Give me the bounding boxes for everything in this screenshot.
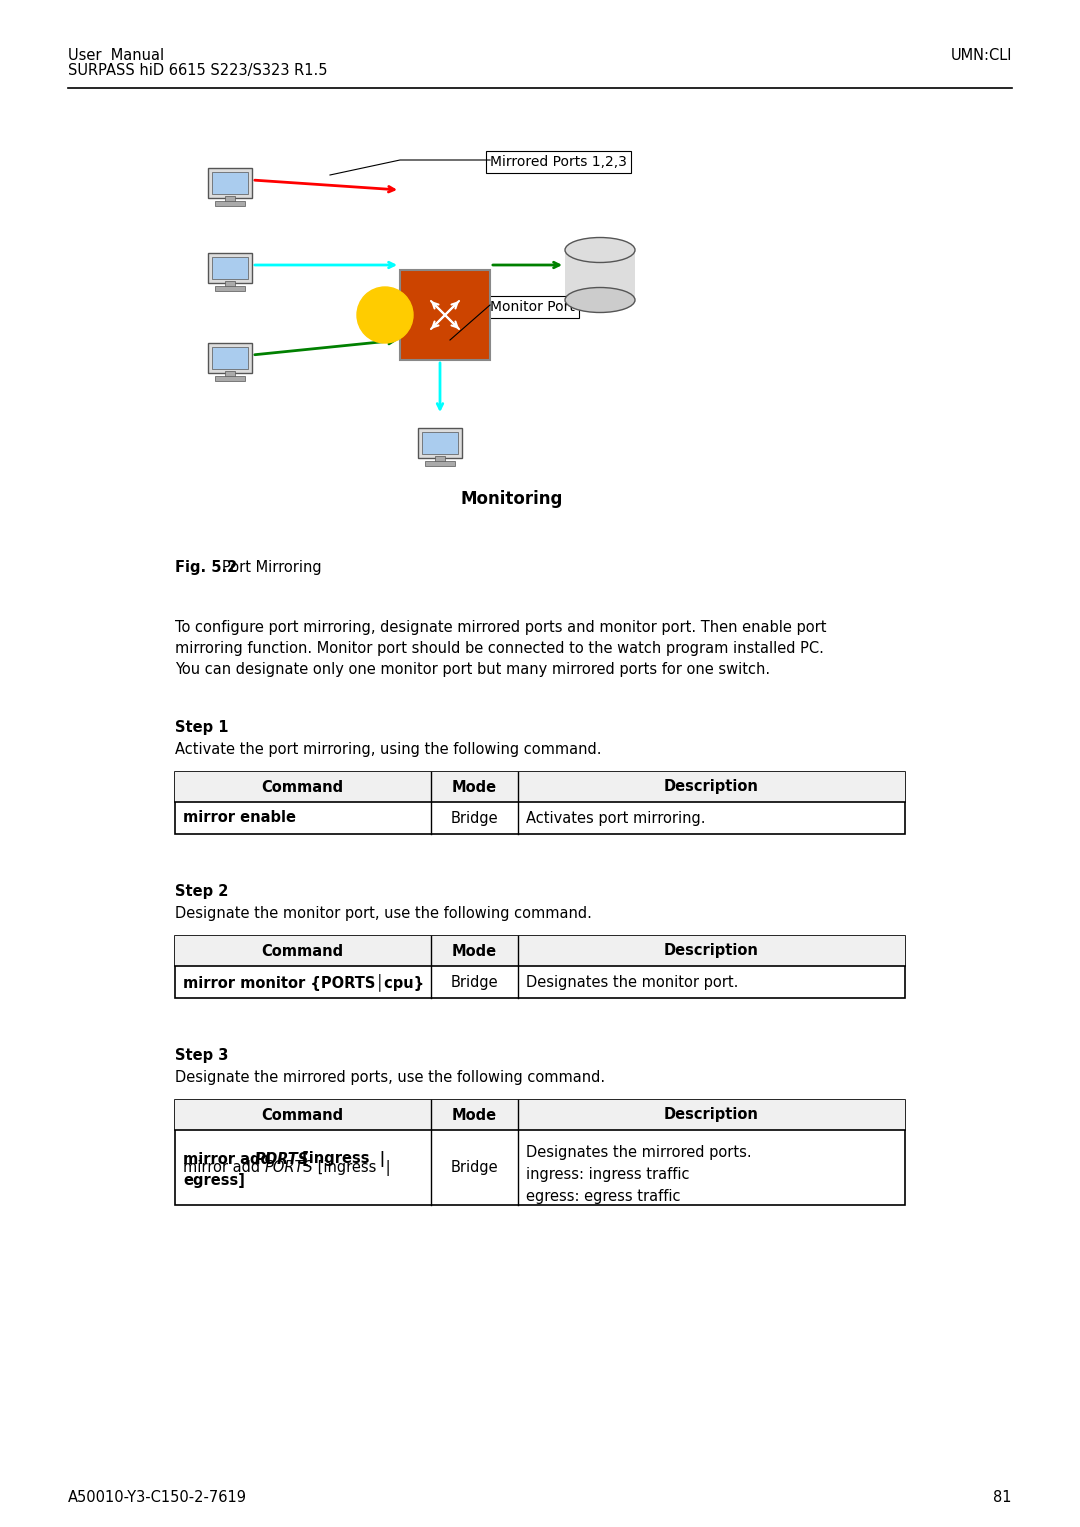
Text: UMN:CLI: UMN:CLI (950, 47, 1012, 63)
Bar (212, 173, 248, 194)
Text: Activate the port mirroring, using the following command.: Activate the port mirroring, using the f… (175, 742, 602, 757)
Text: Monitoring: Monitoring (460, 490, 563, 508)
Bar (175, 773, 905, 834)
Text: Designates the mirrored ports.
ingress: ingress traffic
egress: egress traffic: Designates the mirrored ports. ingress: … (526, 1145, 752, 1205)
Bar (175, 936, 905, 967)
Text: Mirrored Ports 1,2,3: Mirrored Ports 1,2,3 (490, 156, 626, 169)
Text: mirror add: mirror add (183, 1151, 276, 1167)
Text: Mode: Mode (451, 944, 497, 959)
Bar (175, 1099, 905, 1130)
Ellipse shape (565, 238, 635, 263)
Text: Mode: Mode (451, 779, 497, 794)
Text: Step 1: Step 1 (175, 721, 229, 734)
Text: A50010-Y3-C150-2-7619: A50010-Y3-C150-2-7619 (68, 1490, 247, 1506)
Bar (426, 461, 455, 466)
Ellipse shape (565, 287, 635, 313)
Text: mirror add: mirror add (183, 1161, 265, 1174)
Bar (215, 286, 245, 292)
Bar (422, 432, 458, 454)
Bar (435, 457, 445, 463)
Text: [ingress  |: [ingress | (313, 1159, 391, 1176)
Bar (225, 195, 235, 202)
Bar (208, 253, 252, 282)
Bar (215, 376, 245, 382)
Bar (175, 773, 905, 802)
Text: To configure port mirroring, designate mirrored ports and monitor port. Then ena: To configure port mirroring, designate m… (175, 620, 826, 676)
Text: Bridge: Bridge (450, 811, 498, 826)
Text: Bridge: Bridge (450, 1161, 498, 1174)
Bar (565, 250, 635, 299)
Text: Port Mirroring: Port Mirroring (222, 560, 322, 576)
Bar (208, 344, 252, 373)
Text: Fig. 5.2: Fig. 5.2 (175, 560, 238, 576)
Text: User  Manual: User Manual (68, 47, 164, 63)
Circle shape (357, 287, 413, 344)
Text: Step 2: Step 2 (175, 884, 228, 899)
Text: Command: Command (261, 779, 343, 794)
Text: PORTS: PORTS (265, 1161, 313, 1174)
Bar (225, 371, 235, 377)
Text: Step 3: Step 3 (175, 1048, 228, 1063)
Text: Designate the mirrored ports, use the following command.: Designate the mirrored ports, use the fo… (175, 1070, 605, 1086)
Bar (212, 257, 248, 279)
Text: Command: Command (261, 1107, 343, 1122)
Text: Designate the monitor port, use the following command.: Designate the monitor port, use the foll… (175, 906, 592, 921)
Text: [ingress  |: [ingress | (297, 1151, 386, 1167)
Text: Activates port mirroring.: Activates port mirroring. (526, 811, 705, 826)
Bar (225, 281, 235, 287)
Text: Mode: Mode (451, 1107, 497, 1122)
Bar (175, 936, 905, 999)
Text: Command: Command (261, 944, 343, 959)
Text: mirror enable: mirror enable (183, 811, 296, 826)
Bar (212, 347, 248, 370)
Text: SURPASS hiD 6615 S223/S323 R1.5: SURPASS hiD 6615 S223/S323 R1.5 (68, 63, 327, 78)
Text: Description: Description (664, 1107, 759, 1122)
Bar (400, 270, 490, 360)
Text: egress]: egress] (183, 1174, 245, 1188)
Text: Description: Description (664, 944, 759, 959)
Text: Monitor Port: Monitor Port (490, 299, 575, 315)
Text: Bridge: Bridge (450, 974, 498, 989)
Text: 81: 81 (994, 1490, 1012, 1506)
Bar (208, 168, 252, 199)
Bar (175, 1099, 905, 1205)
Bar (215, 202, 245, 206)
Text: Description: Description (664, 779, 759, 794)
Text: mirror monitor {PORTS│cpu}: mirror monitor {PORTS│cpu} (183, 973, 424, 991)
Bar (418, 428, 462, 458)
Text: Designates the monitor port.: Designates the monitor port. (526, 974, 739, 989)
Text: PORTS: PORTS (255, 1151, 309, 1167)
